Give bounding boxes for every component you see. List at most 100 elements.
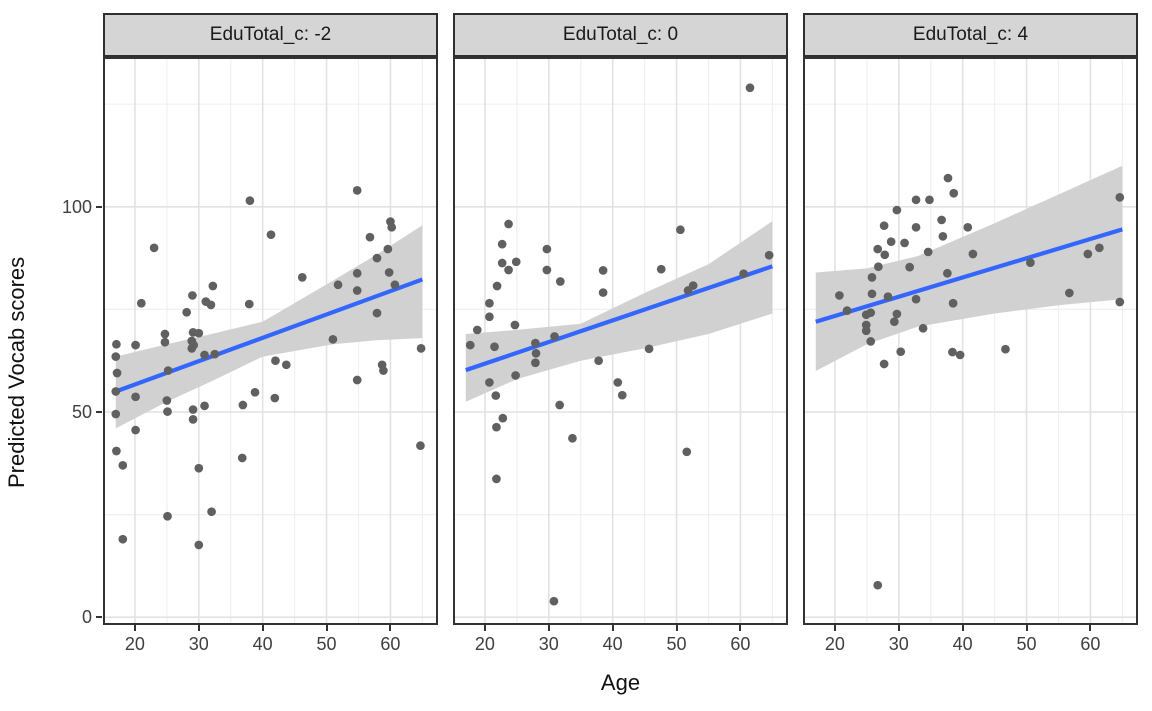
y-axis-title: Predicted Vocab scores <box>4 256 29 488</box>
x-tick-mark <box>897 625 900 631</box>
data-point <box>111 409 121 419</box>
data-point <box>879 359 889 369</box>
x-tick-label: 30 <box>538 634 559 654</box>
data-point <box>188 415 198 424</box>
data-point <box>938 231 948 241</box>
data-point <box>162 396 172 405</box>
data-point <box>297 273 307 282</box>
data-point <box>194 540 204 550</box>
data-point <box>1026 258 1035 267</box>
data-point <box>874 262 883 272</box>
facet-panel-1: EduTotal_c: -2 20 30 40 50 60 <box>103 13 438 665</box>
data-point <box>416 441 425 451</box>
facet-panel-3: EduTotal_c: 4 20 30 40 50 60 <box>803 13 1138 665</box>
data-point <box>485 312 494 322</box>
x-tick-mark <box>739 625 742 631</box>
scatter-panel <box>803 57 1138 625</box>
data-point <box>131 425 140 435</box>
data-point <box>187 344 197 353</box>
data-point <box>613 378 623 387</box>
data-point <box>472 325 482 335</box>
facet-strip-label: EduTotal_c: 4 <box>803 13 1138 57</box>
data-point <box>905 262 915 272</box>
data-point <box>271 356 280 366</box>
data-point <box>568 433 577 443</box>
data-point <box>372 253 382 263</box>
data-point <box>866 337 876 346</box>
data-point <box>889 317 899 327</box>
data-point <box>948 298 958 308</box>
x-tick-mark <box>1089 625 1092 631</box>
data-point <box>911 222 921 232</box>
y-tick-label: 0 <box>81 607 92 628</box>
data-point <box>1064 288 1074 298</box>
data-point <box>206 300 216 310</box>
data-point <box>200 401 209 411</box>
data-point <box>504 219 513 229</box>
data-point <box>163 511 172 521</box>
data-point <box>948 347 957 357</box>
data-point <box>194 328 204 338</box>
data-point <box>644 344 654 354</box>
data-point <box>112 446 121 456</box>
data-point <box>925 195 934 205</box>
data-point <box>542 244 552 254</box>
x-axis-ticks: 20 30 40 50 60 <box>103 625 438 669</box>
data-point <box>745 83 755 93</box>
x-tick-mark <box>261 625 264 631</box>
data-point <box>598 288 608 297</box>
data-point <box>497 239 507 249</box>
x-tick-mark <box>961 625 964 631</box>
data-point <box>542 265 552 275</box>
data-point <box>112 368 122 378</box>
data-point <box>892 205 902 215</box>
data-point <box>896 347 906 357</box>
data-point <box>656 264 666 274</box>
data-point <box>270 393 280 403</box>
facet-panel-2: EduTotal_c: 0 20 30 40 50 60 <box>453 13 788 665</box>
x-tick-mark <box>197 625 200 631</box>
data-point <box>492 281 502 291</box>
y-axis-ticks: 0 50 100 <box>40 57 102 627</box>
data-point <box>531 358 540 368</box>
data-point <box>490 342 499 352</box>
data-point <box>352 375 362 385</box>
y-tick-mark <box>96 205 102 208</box>
data-point <box>879 221 889 231</box>
regression-line <box>465 264 774 373</box>
data-point <box>352 186 362 195</box>
y-tick-label: 50 <box>71 402 92 422</box>
data-point <box>918 323 928 333</box>
x-tick-label: 40 <box>602 634 623 654</box>
data-point <box>266 230 276 240</box>
x-axis-ticks: 20 30 40 50 60 <box>803 625 1138 669</box>
data-point <box>873 244 883 254</box>
x-tick-mark <box>483 625 486 631</box>
data-point <box>333 280 343 290</box>
data-point <box>131 392 140 402</box>
data-point <box>163 366 173 375</box>
data-point <box>1095 243 1104 253</box>
data-point <box>416 344 426 353</box>
data-point <box>511 257 521 267</box>
data-point <box>352 268 362 278</box>
data-point <box>1083 249 1093 259</box>
x-axis-title: Age <box>600 670 641 695</box>
data-point <box>880 250 890 260</box>
facet-strip-label: EduTotal_c: 0 <box>453 13 788 57</box>
data-point <box>379 366 388 375</box>
data-point <box>136 298 146 308</box>
data-point <box>861 326 871 336</box>
data-point <box>1115 193 1125 202</box>
x-tick-mark <box>833 625 836 631</box>
x-tick-label: 40 <box>952 634 973 654</box>
data-point <box>510 320 520 330</box>
data-point <box>676 225 685 235</box>
data-point <box>387 222 397 232</box>
data-point <box>682 447 692 457</box>
data-point <box>131 340 140 350</box>
data-point <box>210 349 220 359</box>
data-point <box>1115 297 1125 307</box>
data-point <box>149 243 159 253</box>
data-point <box>511 371 520 380</box>
